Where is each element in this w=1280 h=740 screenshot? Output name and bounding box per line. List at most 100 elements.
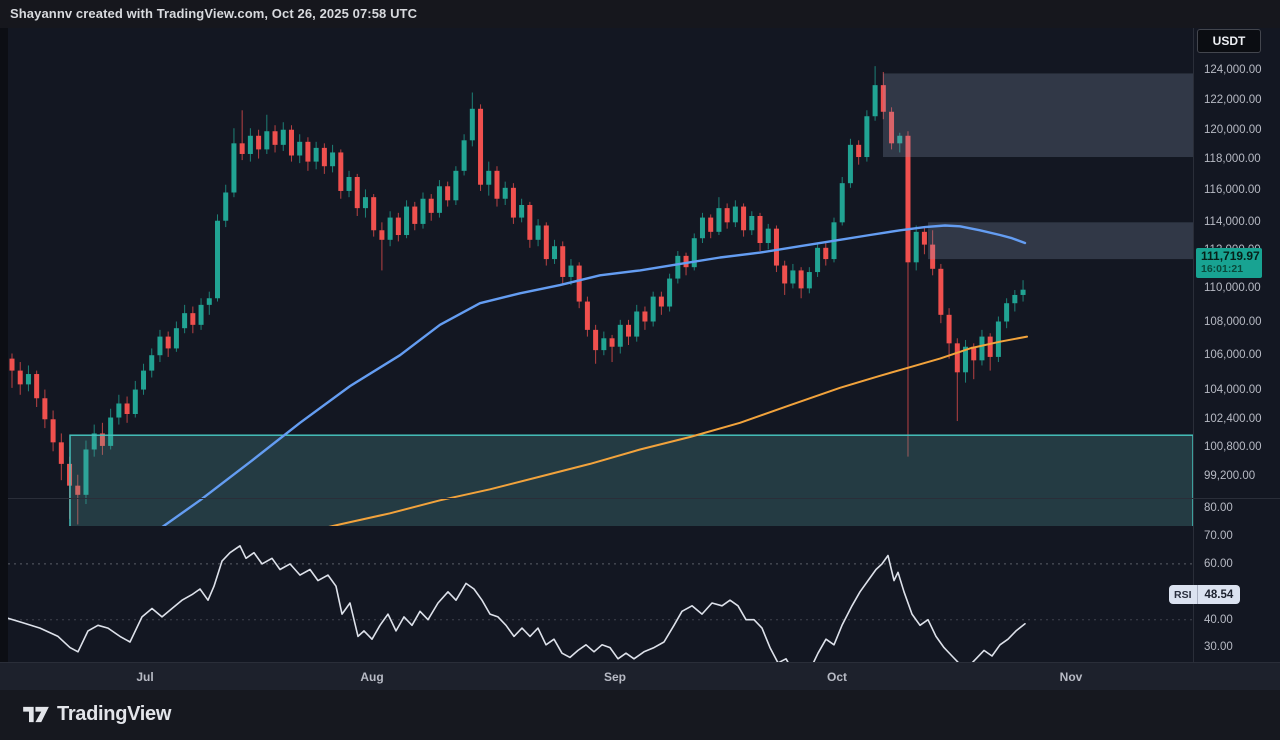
time-label-aug: Aug [360,670,384,684]
candle-body [560,246,566,277]
candle-body [593,329,599,351]
currency-badge[interactable]: USDT [1197,29,1261,53]
rsi-tick: 80.00 [1204,502,1233,514]
candle-body [17,370,23,385]
price-tick: 120,000.00 [1204,124,1262,136]
price-axis-divider [1193,28,1194,662]
candle-body [699,217,705,239]
zone-resistance-upper [883,73,1193,158]
candle-body [50,419,56,443]
candle-body [543,225,549,260]
candle-body [387,217,393,240]
candle-body [346,176,352,191]
price-tick: 106,000.00 [1204,349,1262,361]
candle-body [395,217,401,236]
rsi-tick: 60.00 [1204,558,1233,570]
candle-body [305,141,311,162]
candle-body [453,170,459,201]
candle-body [691,238,697,268]
tradingview-logo[interactable]: TradingView [22,702,171,727]
candle-body [889,111,895,144]
rsi-tick: 40.00 [1204,614,1233,626]
price-tick: 100,800.00 [1204,441,1262,453]
candle-body [510,187,516,218]
price-tick: 116,000.00 [1204,184,1261,196]
price-pane[interactable] [8,56,1193,526]
chart-attribution-title: Shayannv created with TradingView.com, O… [10,6,418,21]
candle-body [371,197,377,231]
candle-body [650,296,656,322]
candle-body [149,355,155,371]
candle-body [478,108,484,185]
candle-body [9,358,15,371]
candle-body [930,244,936,269]
candle-body [354,176,360,209]
candle-body [732,206,738,223]
rsi-indicator-label: RSI [1174,588,1192,601]
candle-body [757,216,763,244]
candle-body [338,152,344,191]
candle-body [806,272,812,289]
candle-body [527,204,533,240]
candle-body [584,301,590,330]
candle-body [272,131,278,145]
candle-body [256,135,262,150]
candle-body [494,170,500,199]
footer-bar: TradingView [0,690,1280,740]
candle-body [658,296,664,307]
candle-body [626,324,631,337]
candle-body [215,220,220,299]
rsi-line [8,545,1026,674]
candle-body [132,389,138,415]
candle-body [83,449,89,495]
time-label-sep: Sep [603,670,627,684]
candle-body [206,298,212,305]
candle-body [34,374,40,399]
candle-body [412,206,418,224]
candle-body [239,143,245,154]
candle-body [847,144,853,184]
candle-body [91,433,97,450]
candle-body [897,135,903,144]
pane-separator[interactable] [8,498,1280,499]
candle-body [716,208,722,232]
candle-body [173,328,179,349]
left-margin [0,28,8,662]
price-tick: 110,000.00 [1204,282,1261,294]
tradingview-wordmark: TradingView [57,703,172,725]
rsi-value-badge: RSI 48.54 [1169,585,1241,604]
candle-body [995,321,1001,357]
candle-body [609,338,615,347]
rsi-pane[interactable] [8,528,1193,689]
candle-body [141,370,147,390]
candle-body [469,108,475,141]
candle-body [576,265,582,302]
candle-body [979,336,985,361]
candle-body [913,231,919,263]
candle-body [880,85,886,112]
candle-body [42,398,48,420]
candle-body [445,186,451,201]
candle-body [667,278,673,307]
candle-body [420,198,426,224]
candle-body [436,186,442,213]
candle-body [461,140,467,171]
title-bar: Shayannv created with TradingView.com, O… [0,0,1280,28]
candle-body [486,170,492,185]
candle-body [921,231,927,245]
ma-blue-line [161,224,1027,526]
time-axis[interactable]: Jul Aug Sep Oct Nov [0,662,1280,691]
candle-body [223,192,229,221]
candle-body [124,403,130,415]
candle-body [1012,294,1018,304]
candle-body [617,324,623,347]
candle-body [519,204,525,218]
price-tick: 108,000.00 [1204,316,1262,328]
candle-body [798,270,804,289]
candle-body [741,206,747,231]
candle-body [75,485,81,495]
candle-body [782,265,788,284]
candle-body [288,129,294,156]
chart-area [0,28,1280,676]
ma-orange-line [328,335,1028,526]
